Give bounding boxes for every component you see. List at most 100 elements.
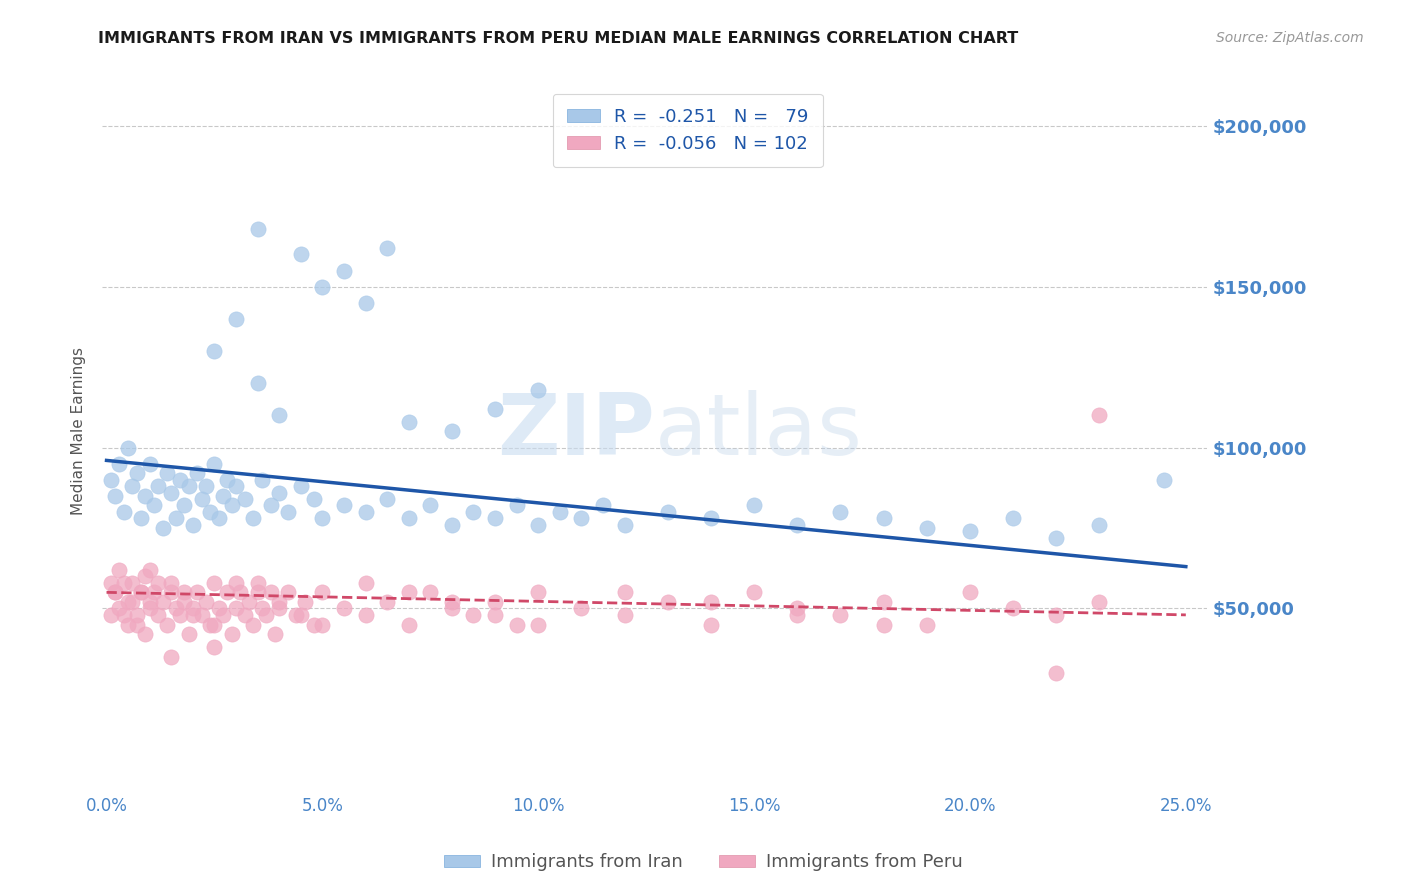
Point [463, 505, 485, 519]
Point [294, 595, 316, 609]
Point [208, 601, 231, 615]
Point [173, 585, 195, 599]
Point [269, 485, 291, 500]
Point [375, 491, 398, 506]
Point [700, 595, 723, 609]
Point [112, 505, 135, 519]
Point [169, 607, 191, 622]
Point [100, 473, 122, 487]
Point [269, 595, 291, 609]
Point [165, 511, 187, 525]
Point [269, 601, 291, 615]
Point [125, 617, 148, 632]
Point [242, 511, 264, 525]
Point [250, 601, 273, 615]
Point [354, 575, 377, 590]
Point [398, 585, 420, 599]
Point [194, 595, 217, 609]
Point [1045, 665, 1067, 680]
Point [354, 505, 377, 519]
Point [134, 489, 156, 503]
Point [571, 511, 593, 525]
Point [463, 607, 485, 622]
Point [484, 511, 506, 525]
Point [419, 499, 441, 513]
Point [484, 401, 506, 416]
Point [613, 607, 636, 622]
Point [160, 649, 183, 664]
Point [440, 425, 463, 439]
Point [208, 511, 231, 525]
Point [830, 607, 852, 622]
Point [1045, 531, 1067, 545]
Point [872, 511, 894, 525]
Point [190, 491, 212, 506]
Point [148, 607, 170, 622]
Point [221, 499, 243, 513]
Point [657, 595, 679, 609]
Point [872, 595, 894, 609]
Point [129, 585, 152, 599]
Point [225, 601, 247, 615]
Point [259, 499, 281, 513]
Point [186, 585, 208, 599]
Point [311, 617, 333, 632]
Point [204, 343, 226, 358]
Point [125, 607, 148, 622]
Point [375, 595, 398, 609]
Point [302, 617, 325, 632]
Point [440, 595, 463, 609]
Point [112, 575, 135, 590]
Point [204, 640, 226, 654]
Point [398, 511, 420, 525]
Point [194, 479, 217, 493]
Point [129, 585, 152, 599]
Point [160, 485, 183, 500]
Point [742, 585, 765, 599]
Point [398, 617, 420, 632]
Point [104, 585, 127, 599]
Point [148, 479, 170, 493]
Point [100, 607, 122, 622]
Point [169, 473, 191, 487]
Point [125, 467, 148, 481]
Point [1088, 409, 1111, 423]
Point [354, 295, 377, 310]
Point [613, 517, 636, 532]
Point [440, 517, 463, 532]
Point [311, 279, 333, 293]
Point [1153, 473, 1175, 487]
Point [138, 563, 160, 577]
Point [233, 607, 256, 622]
Point [254, 607, 277, 622]
Point [138, 457, 160, 471]
Point [190, 607, 212, 622]
Point [259, 585, 281, 599]
Point [333, 499, 356, 513]
Point [505, 499, 527, 513]
Point [613, 585, 636, 599]
Point [112, 607, 135, 622]
Point [181, 517, 204, 532]
Point [354, 607, 377, 622]
Point [1045, 607, 1067, 622]
Point [100, 575, 122, 590]
Point [915, 521, 938, 535]
Point [186, 467, 208, 481]
Point [198, 617, 221, 632]
Legend: Immigrants from Iran, Immigrants from Peru: Immigrants from Iran, Immigrants from Pe… [436, 847, 970, 879]
Point [484, 595, 506, 609]
Point [212, 489, 235, 503]
Point [333, 601, 356, 615]
Point [959, 524, 981, 539]
Point [108, 563, 131, 577]
Point [290, 607, 312, 622]
Point [277, 505, 299, 519]
Point [148, 575, 170, 590]
Point [117, 441, 139, 455]
Point [217, 473, 239, 487]
Point [198, 505, 221, 519]
Point [290, 479, 312, 493]
Point [1002, 601, 1025, 615]
Point [177, 627, 200, 641]
